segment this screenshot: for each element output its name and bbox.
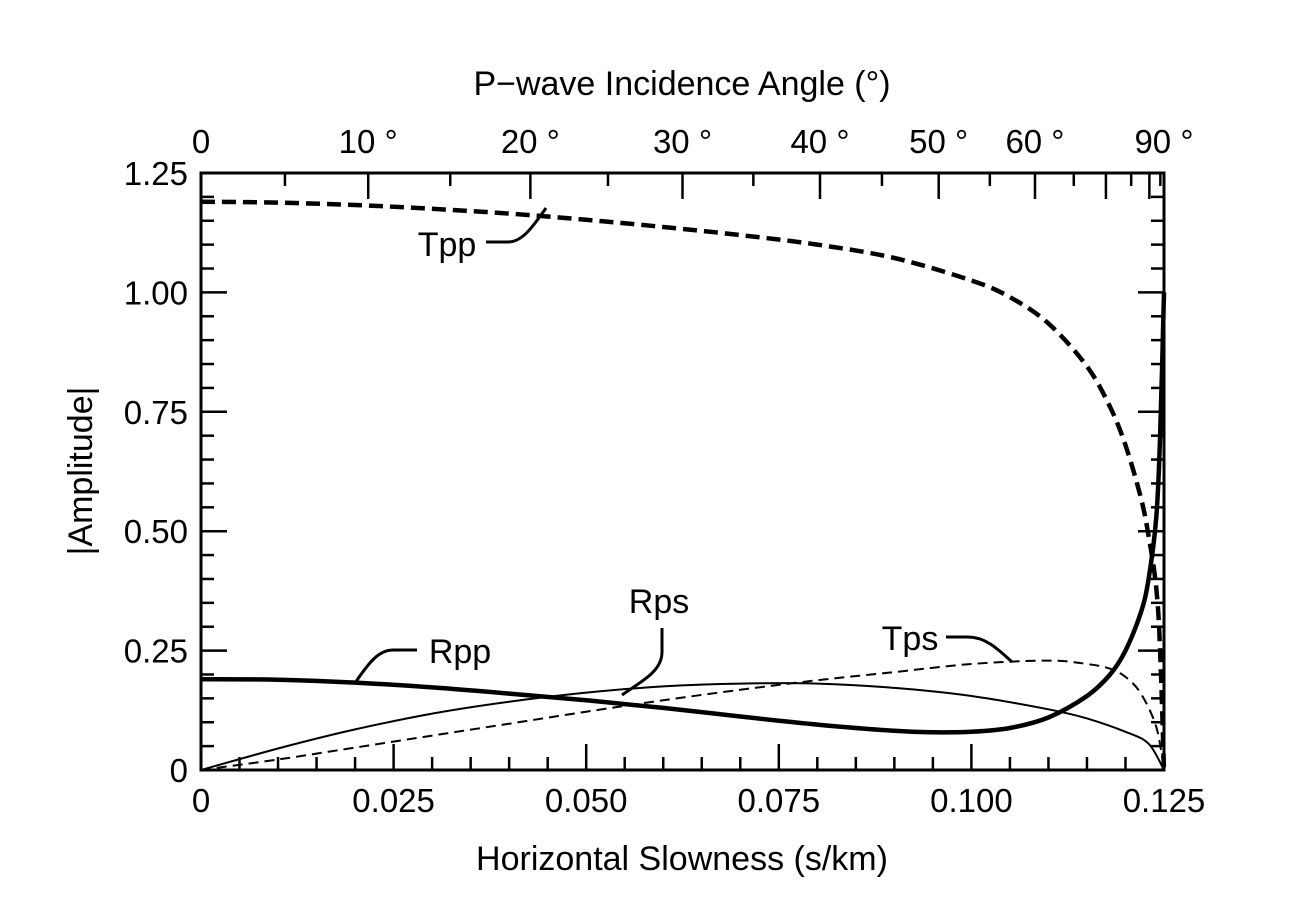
x-tick-label-4: 0.100 <box>930 782 1013 819</box>
tps-leader-line <box>946 635 1014 664</box>
y-tick-label-1: 0.25 <box>124 633 188 670</box>
series-line-tps <box>200 659 1165 771</box>
top-tick-label-5: 50 ° <box>909 123 968 160</box>
curve-label-tpp-group: Tpp <box>418 207 548 264</box>
tpp-leader-line <box>486 207 548 244</box>
y-tick-label-5: 1.25 <box>124 155 188 192</box>
top-tick-label-1: 10 ° <box>339 123 398 160</box>
x-tick-label-2: 0.050 <box>545 782 628 819</box>
y-tick-label-3: 0.75 <box>124 394 188 431</box>
x-tick-label-3: 0.075 <box>738 782 821 819</box>
curve-label-tps: Tps <box>882 620 939 658</box>
curve-label-tps-group: Tps <box>882 620 1014 664</box>
data-curves <box>200 199 1167 771</box>
rps-leader-line <box>621 628 664 697</box>
top-tick-label-0: 0 <box>192 123 210 160</box>
top-tick-label-6: 60 ° <box>1005 123 1064 160</box>
y-tick-label-2: 0.50 <box>124 513 188 550</box>
curve-label-tpp: Tpp <box>418 226 477 264</box>
top-tick-label-2: 20 ° <box>501 123 560 160</box>
x-tick-label-0: 0 <box>192 782 210 819</box>
rpp-leader-line <box>353 648 417 684</box>
top-tick-label-4: 40 ° <box>790 123 849 160</box>
y-axis-title: |Amplitude| <box>62 387 100 556</box>
top-tick-label-7: 90 ° <box>1134 123 1193 160</box>
x-axis-title: Horizontal Slowness (s/km) <box>476 840 888 878</box>
x-tick-label-5: 0.125 <box>1123 782 1206 819</box>
curve-label-rpp: Rpp <box>429 633 491 671</box>
axis-tick-labels: 0 0.025 0.050 0.075 0.100 0.125 0 0.25 0.50 0.75 1… <box>124 123 1206 819</box>
curve-label-rps-group: Rps <box>621 583 689 697</box>
series-line-rpp <box>200 292 1167 735</box>
series-line-tpp <box>200 199 1167 771</box>
series-line-rps <box>200 682 1165 771</box>
plot-frame <box>199 171 1166 772</box>
top-axis-title: P−wave Incidence Angle (°) <box>473 65 890 103</box>
y-tick-label-0: 0 <box>170 752 188 789</box>
top-tick-label-3: 30 ° <box>653 123 712 160</box>
curve-label-rps: Rps <box>629 583 689 621</box>
curve-label-rpp-group: Rpp <box>353 633 491 684</box>
x-tick-label-1: 0.025 <box>352 782 435 819</box>
y-tick-label-4: 1.00 <box>124 274 188 311</box>
